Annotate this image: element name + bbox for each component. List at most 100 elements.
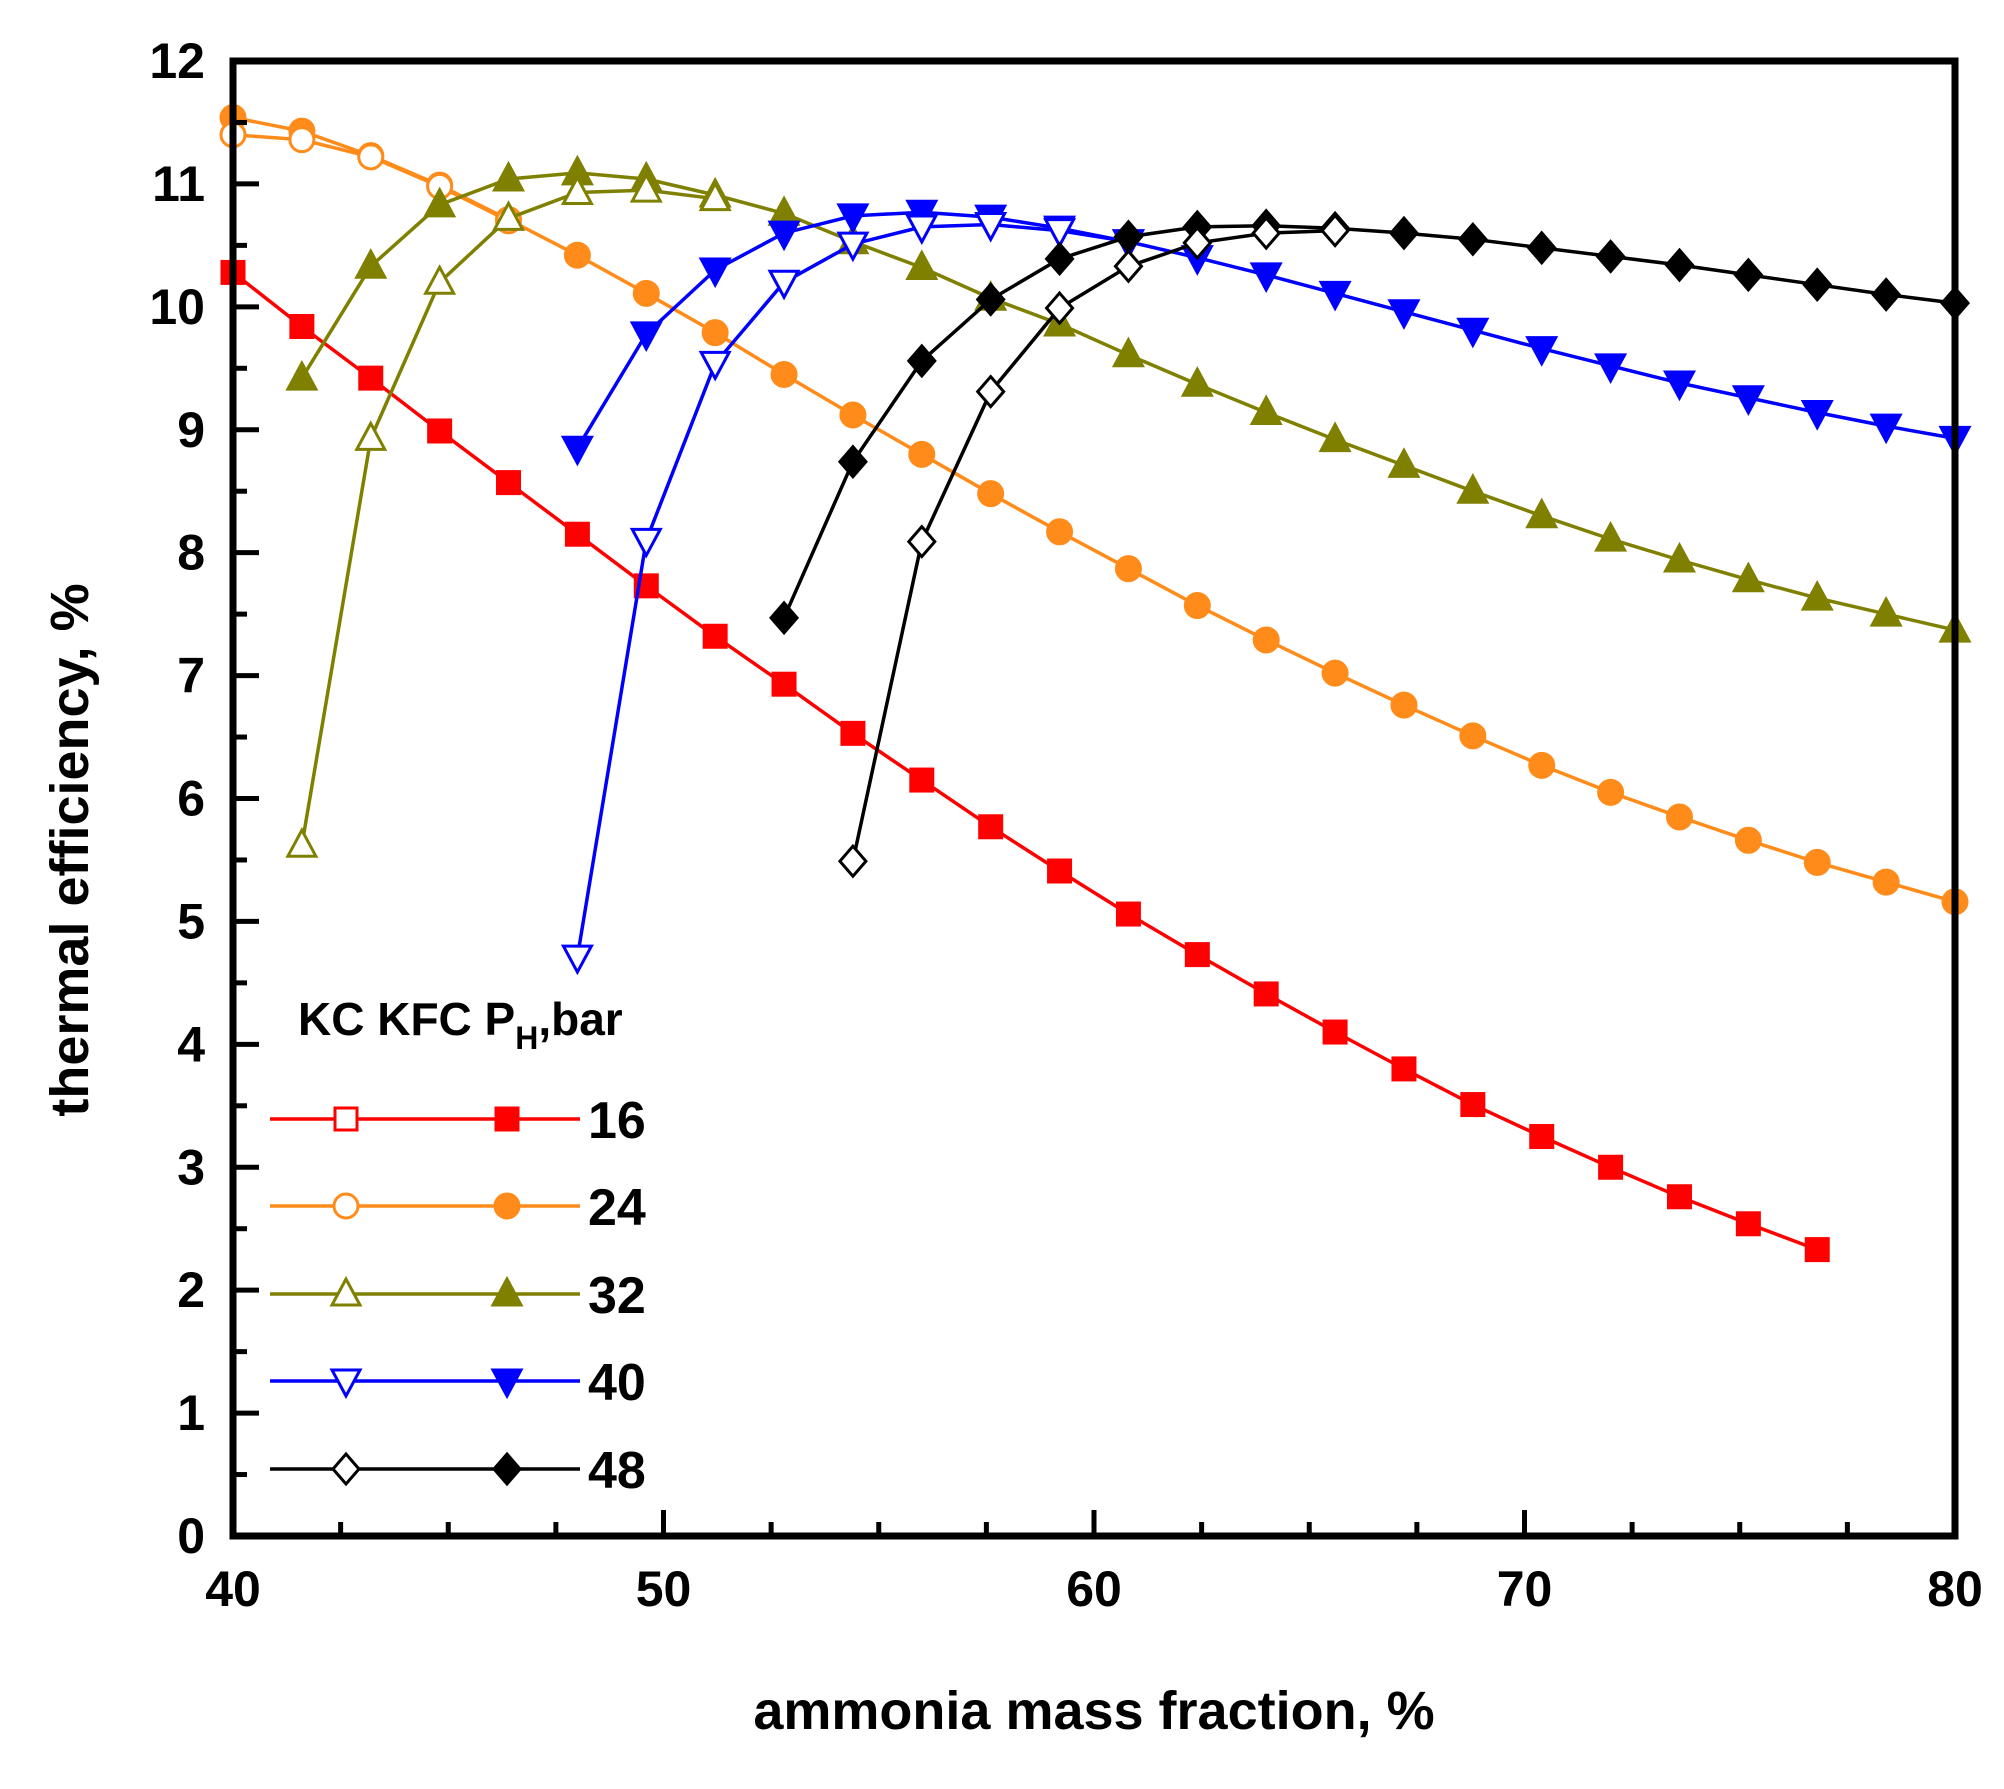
- series-16-kfc-point: [1598, 1154, 1624, 1180]
- series-24-kfc-point: [1734, 826, 1762, 854]
- series-32-kfc-point: [354, 248, 388, 279]
- legend-marker-kc: [331, 1451, 361, 1487]
- y-tick-label: 11: [152, 156, 205, 212]
- y-tick-label: 1: [177, 1385, 205, 1441]
- series-24-kfc-point: [839, 401, 867, 429]
- legend-header-tail: ,bar: [538, 993, 622, 1045]
- series-48-kfc-point: [837, 444, 868, 479]
- y-tick-label: 10: [149, 279, 205, 335]
- series-24-kfc-point: [1252, 626, 1280, 654]
- series-32-kfc-point: [1731, 561, 1765, 593]
- series-40-kfc-point: [1800, 400, 1834, 431]
- series-16-kfc-point: [289, 314, 315, 339]
- series-24-kfc-point: [908, 440, 936, 468]
- x-tick-label: 50: [636, 1561, 692, 1617]
- x-tick-label: 60: [1066, 1561, 1122, 1617]
- series-48-kc: [837, 213, 1351, 879]
- legend-marker-kfc: [492, 1451, 522, 1487]
- series-16-kfc-point: [1184, 942, 1210, 968]
- series-48-kc-point: [1320, 213, 1351, 248]
- series-48-kc-point: [1113, 248, 1144, 284]
- legend-marker-kc: [329, 1275, 363, 1307]
- series-32-kfc-point: [1662, 541, 1696, 573]
- y-tick-label: 4: [177, 1016, 205, 1072]
- y-tick-label: 0: [177, 1508, 205, 1564]
- legend-item-48: 48: [270, 1442, 646, 1500]
- series-32-kfc-point: [1869, 595, 1903, 627]
- series-24-kfc-point: [1459, 722, 1487, 750]
- legend-item-32: 32: [270, 1267, 646, 1325]
- series-24-kc-point: [288, 126, 316, 154]
- series-48-kfc-point: [1733, 257, 1764, 293]
- series-32-kfc-point: [1456, 473, 1490, 504]
- series-40-kfc-point: [629, 321, 663, 353]
- series-16-kfc-point: [1460, 1092, 1486, 1118]
- marks-layer: [219, 104, 1972, 1263]
- series-48-kc-point: [1044, 290, 1075, 326]
- series-40-kfc-point: [1318, 280, 1352, 312]
- series-40-kc-point: [974, 211, 1008, 243]
- series-16-kfc-point: [1115, 901, 1141, 927]
- series-24-kfc-point: [1872, 868, 1900, 896]
- series-24-kfc-point: [770, 360, 798, 388]
- legend-marker-kfc: [490, 1368, 524, 1400]
- series-16-kfc-point: [1391, 1056, 1417, 1082]
- series-24-kfc-point: [1114, 555, 1142, 583]
- series-32-kfc-point: [1249, 394, 1283, 426]
- series-40-kc-point: [698, 350, 732, 382]
- series-40-kc-point: [905, 214, 939, 246]
- series-32-kfc-point: [1318, 421, 1352, 453]
- series-48-kc-point: [1251, 215, 1282, 251]
- series-24-kfc-point: [977, 480, 1005, 508]
- legend-value: 24: [588, 1179, 646, 1237]
- series-48-kfc-point: [906, 343, 937, 379]
- series-40-kc-point: [560, 944, 594, 976]
- legend-value: 16: [588, 1092, 646, 1150]
- series-32-kc-point: [423, 264, 457, 295]
- legend-marker-kfc: [493, 1192, 521, 1220]
- series-40-kfc-point: [1662, 370, 1696, 402]
- series-48-kc-point: [837, 843, 868, 879]
- series-32-kc-point: [560, 174, 594, 206]
- series-16-kfc-point: [1047, 858, 1073, 884]
- series-16-kfc-point: [702, 623, 728, 649]
- series-32-kfc-point: [1525, 497, 1559, 529]
- x-tick-label: 40: [205, 1561, 261, 1617]
- x-axis-title: ammonia mass fraction, %: [753, 1681, 1434, 1741]
- series-24-kfc-point: [1321, 659, 1349, 687]
- series-40-kfc-point: [698, 257, 732, 289]
- series-16-kfc-point: [909, 767, 935, 793]
- series-16-kfc-point: [564, 521, 590, 547]
- series-48-kfc-point: [1802, 267, 1833, 302]
- series-40-kfc-point: [1594, 353, 1628, 384]
- series-40-kc-point: [629, 527, 663, 559]
- series-40-kfc-point: [1456, 317, 1490, 349]
- legend-header: KC KFC PH,bar: [298, 993, 623, 1056]
- y-tick-label: 8: [177, 525, 205, 581]
- series-32-kc-point: [285, 827, 319, 858]
- legend-value: 48: [588, 1442, 646, 1500]
- series-24-kc-point: [357, 143, 385, 171]
- legend-value: 32: [588, 1267, 646, 1325]
- series-16-kfc-point: [1253, 981, 1279, 1007]
- series-40-kc-point: [1043, 218, 1077, 249]
- series-32-kc-point: [492, 200, 526, 231]
- series-32-kfc-point: [492, 160, 526, 192]
- series-40-kfc-point: [905, 199, 939, 231]
- legend-marker-kc: [333, 1106, 359, 1132]
- legend-marker-kc: [329, 1368, 363, 1400]
- series-32-kfc: [285, 154, 1972, 643]
- series-48-kfc-point: [1595, 239, 1626, 274]
- series-40-kc: [560, 211, 1145, 976]
- series-48-kfc-point: [1457, 221, 1488, 257]
- series-24-kfc-point: [1665, 803, 1693, 831]
- y-tick-label: 12: [149, 33, 205, 89]
- series-48-kfc-point: [1871, 277, 1902, 312]
- series-48-kfc-point: [1044, 241, 1075, 277]
- series-40-kc-point: [836, 231, 870, 263]
- series-32-kc: [285, 171, 732, 858]
- series-40-kfc-point: [1249, 262, 1283, 294]
- series-24-kfc-point: [701, 319, 729, 347]
